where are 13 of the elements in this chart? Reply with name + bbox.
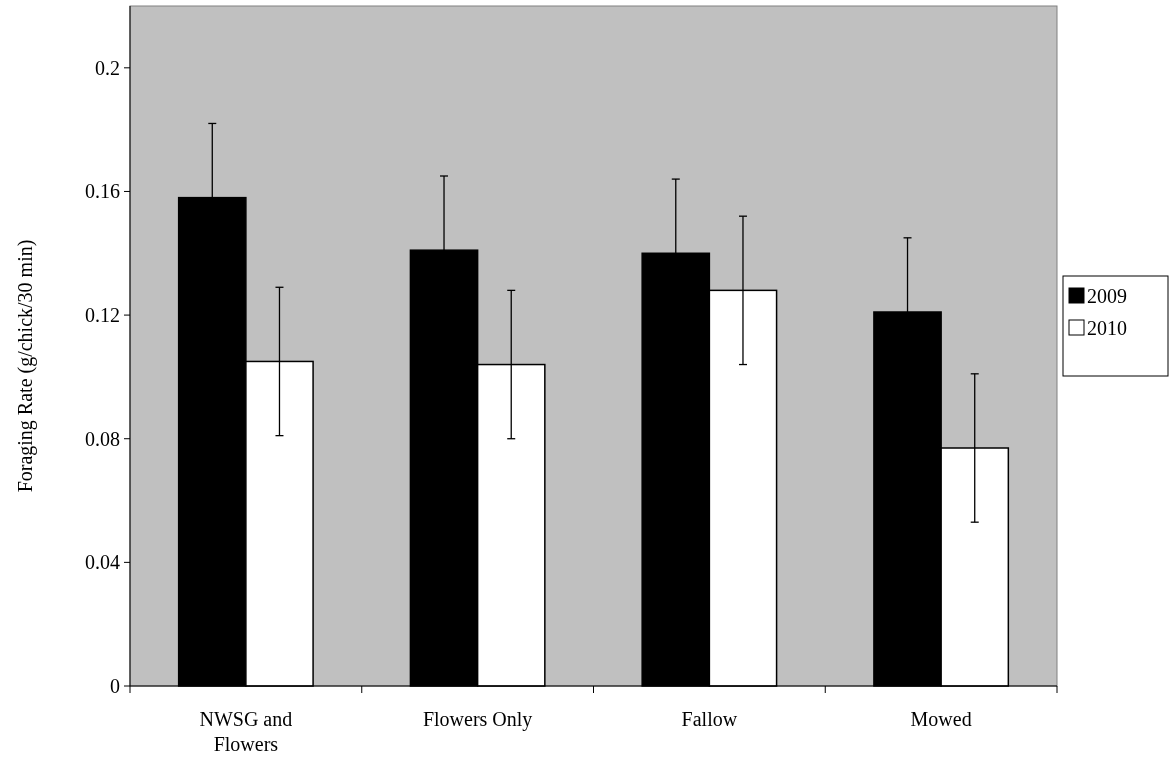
legend-label: 2009: [1087, 285, 1127, 307]
y-tick-label: 0.16: [85, 180, 120, 203]
y-tick-label: 0.12: [85, 304, 120, 327]
y-tick-label: 0.04: [85, 551, 120, 574]
x-tick-label: Flowers Only: [422, 708, 533, 731]
y-tick-label: 0.2: [95, 56, 120, 79]
legend-label: 2010: [1087, 317, 1127, 339]
y-tick-label: 0.08: [85, 427, 120, 450]
y-tick-label: 0: [110, 675, 120, 697]
x-tick-label: Mowed: [910, 708, 972, 730]
y-axis-title: Foraging Rate (g/chick/30 min): [14, 239, 37, 493]
x-tick-label: NWSG and Flowers: [199, 708, 293, 755]
x-tick-label: Fallow: [681, 708, 738, 730]
